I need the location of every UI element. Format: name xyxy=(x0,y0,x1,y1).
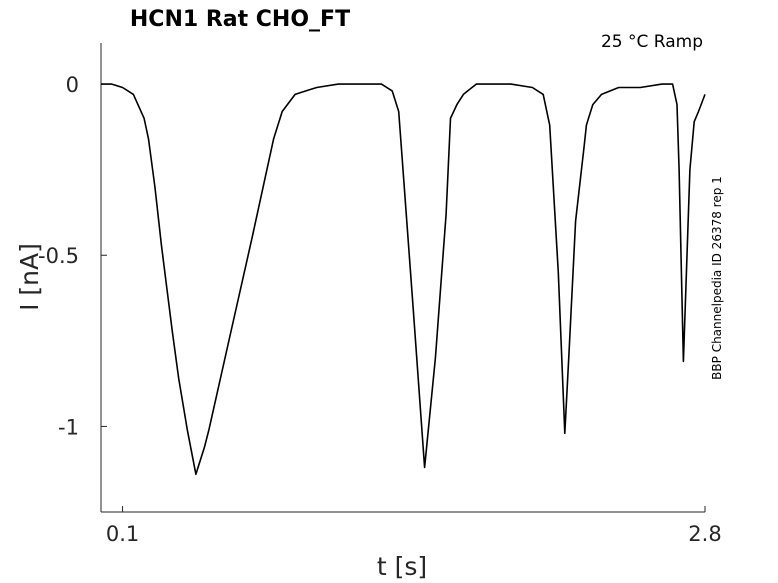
x-tick-label: 0.1 xyxy=(106,522,139,546)
y-tick-label: -1 xyxy=(58,415,79,439)
plot-axes xyxy=(100,43,705,513)
x-axis-label: t [s] xyxy=(377,552,427,581)
current-trace-line xyxy=(101,83,706,476)
y-ticks: 0 -0.5 -1 xyxy=(38,73,107,439)
y-tick-label: -0.5 xyxy=(38,244,79,268)
channelpedia-id-label: BBP Channelpedia ID 26378 rep 1 xyxy=(710,176,724,380)
x-ticks: 0.1 2.8 xyxy=(106,506,722,546)
x-tick-label: 2.8 xyxy=(688,522,721,546)
chart-title: HCN1 Rat CHO_FT xyxy=(130,7,350,32)
condition-label: 25 °C Ramp xyxy=(601,32,703,52)
y-tick-label: 0 xyxy=(66,73,79,97)
y-axis-label: I [nA] xyxy=(15,243,44,311)
